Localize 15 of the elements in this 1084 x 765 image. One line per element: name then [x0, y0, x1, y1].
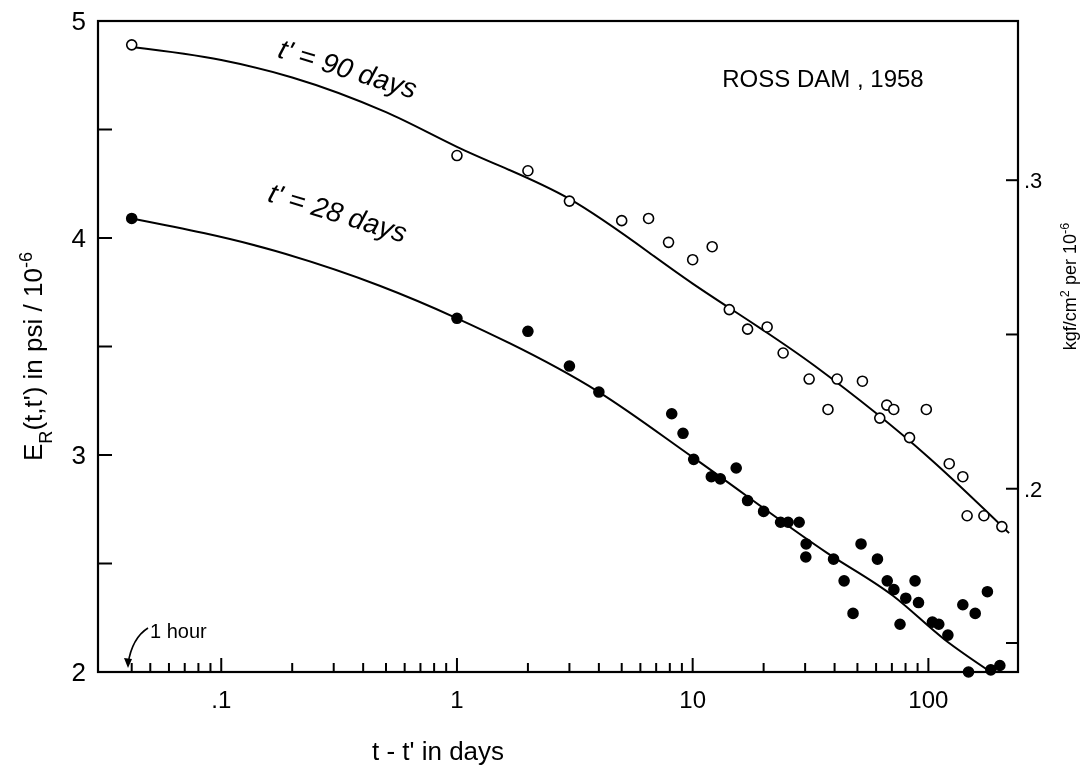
y-tick-label: 5 [71, 6, 86, 36]
x-tick-label: 1 [450, 686, 464, 713]
x-tick-label: .1 [211, 686, 232, 713]
annotation: 1 hour [150, 620, 208, 642]
x-tick-label: 10 [679, 686, 707, 713]
x-tick-label: 100 [908, 686, 949, 713]
y-tick-label: 3 [71, 440, 86, 470]
y2-tick-label: .2 [1024, 476, 1043, 502]
y-tick-label: 4 [71, 223, 86, 253]
y-tick-label: 2 [71, 657, 86, 687]
text: ROSS DAM , 1958 [722, 65, 924, 92]
y2-tick-label: .3 [1024, 168, 1043, 194]
annotation: t' = 90 days [274, 33, 421, 105]
annotation: t' = 28 days [264, 177, 411, 249]
x-axis-title: t - t' in days [371, 736, 505, 765]
